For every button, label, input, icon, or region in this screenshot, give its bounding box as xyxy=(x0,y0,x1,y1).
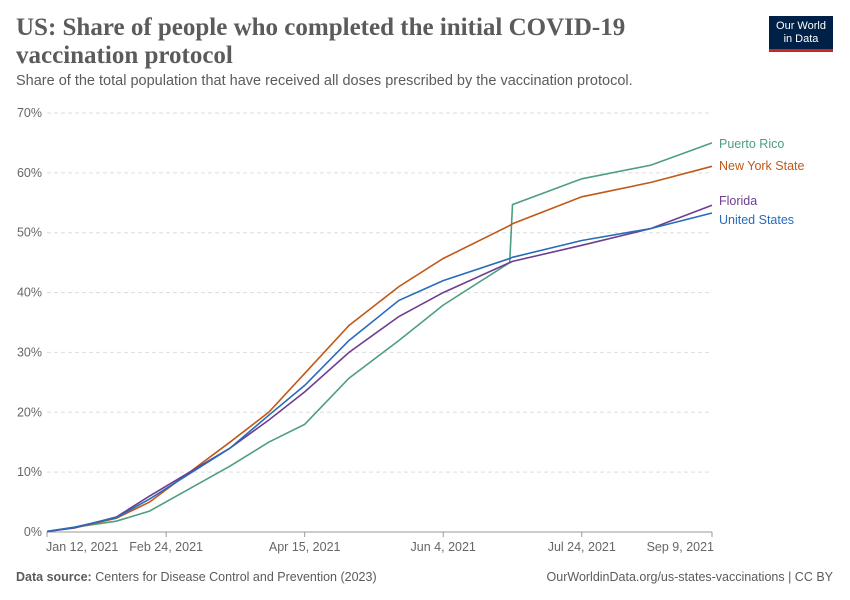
series-label-puerto-rico: Puerto Rico xyxy=(719,137,784,151)
series-label-florida: Florida xyxy=(719,194,757,208)
data-source: Data source: Centers for Disease Control… xyxy=(16,570,377,584)
source-label: Data source: xyxy=(16,570,92,584)
x-tick-label: Sep 9, 2021 xyxy=(647,540,714,554)
series-line-puerto-rico xyxy=(46,142,713,533)
x-tick-label: Jun 4, 2021 xyxy=(411,540,476,554)
y-tick-label: 40% xyxy=(17,286,42,300)
source-url[interactable]: OurWorldinData.org/us-states-vaccination… xyxy=(546,570,833,584)
line-chart: 0% 10% 20% 30% 40% 50% 60% 70% Jan 12, 2021 Feb 2… xyxy=(17,106,805,554)
x-tick-label: Apr 15, 2021 xyxy=(269,540,341,554)
y-tick-label: 50% xyxy=(17,226,42,240)
chart-title: US: Share of people who completed the in… xyxy=(16,14,626,69)
y-tick-label: 0% xyxy=(24,525,42,539)
y-tick-label: 30% xyxy=(17,345,42,359)
y-tick-label: 10% xyxy=(17,465,42,479)
y-tick-label: 60% xyxy=(17,166,42,180)
chart-subtitle: Share of the total population that have … xyxy=(16,73,633,89)
series-label-united-states: United States xyxy=(719,213,794,227)
y-tick-label: 20% xyxy=(17,405,42,419)
y-tick-label: 70% xyxy=(17,106,42,120)
source-text: Centers for Disease Control and Preventi… xyxy=(95,570,377,584)
x-tick-label: Jan 12, 2021 xyxy=(46,540,118,554)
x-tick-label: Feb 24, 2021 xyxy=(129,540,203,554)
series-line-new-york-state xyxy=(46,165,713,533)
owid-logo[interactable]: Our World in Data xyxy=(769,16,833,52)
series-line-united-states xyxy=(46,212,713,533)
series-label-new-york-state: New York State xyxy=(719,159,805,173)
x-tick-label: Jul 24, 2021 xyxy=(548,540,616,554)
series-line-florida xyxy=(46,204,713,533)
